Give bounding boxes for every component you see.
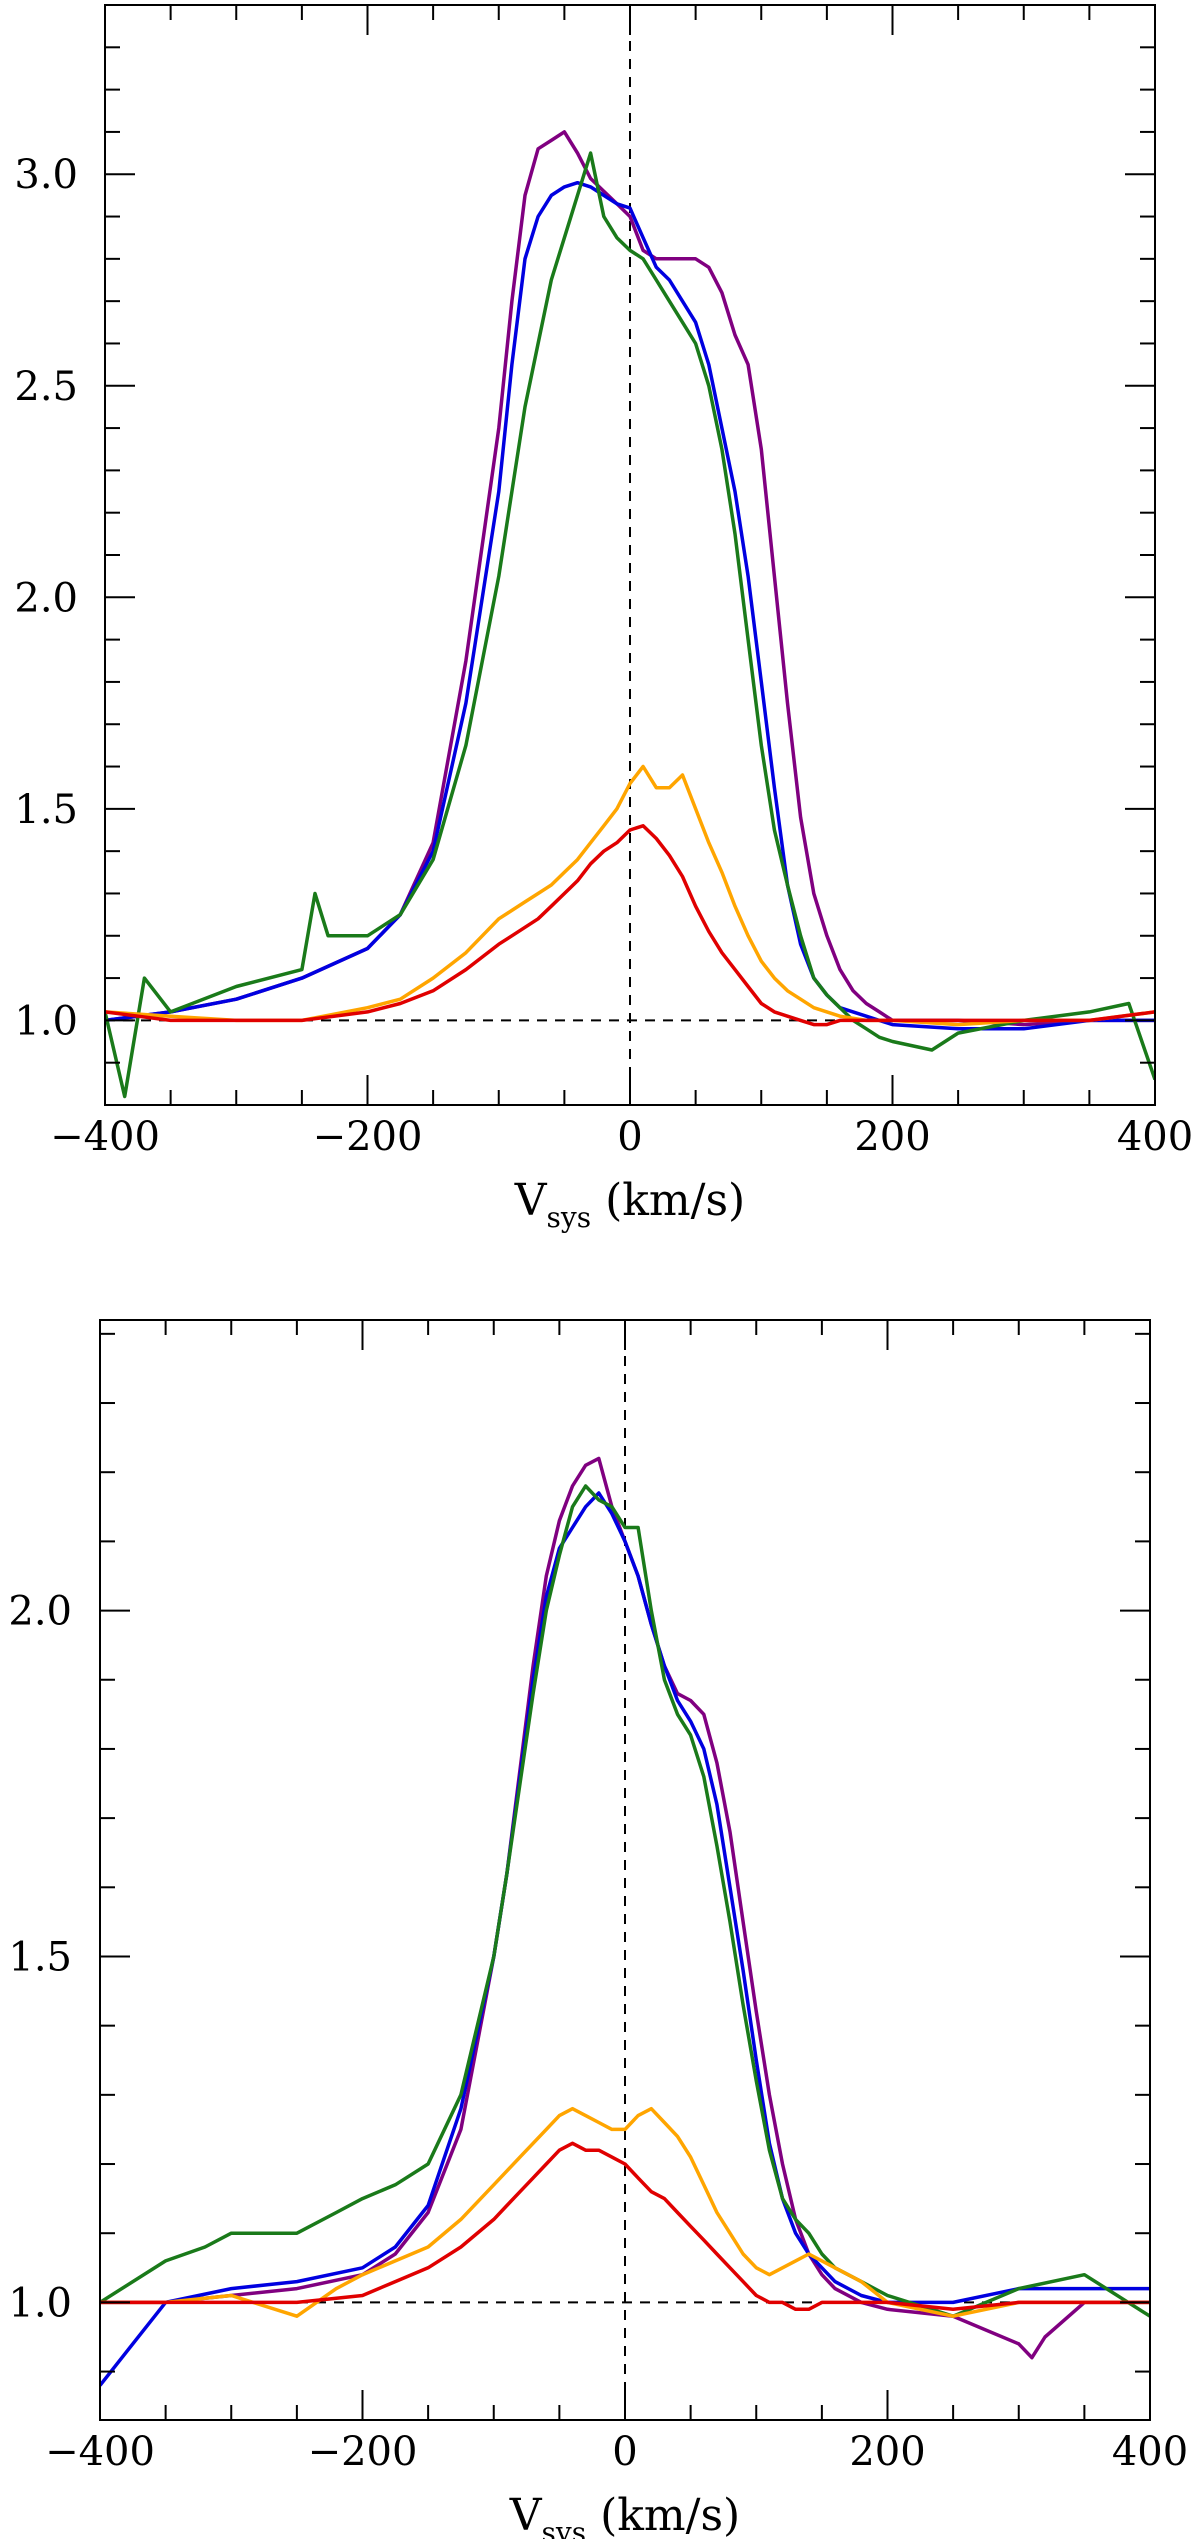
bottom-series-blue: [100, 1491, 1150, 2387]
top-y-tick-label: 1.0: [14, 998, 78, 1044]
bottom-panel: −400 −200 0 200 400 1.0 1.5 2.0 Vsys (km/s): [8, 1319, 1188, 2539]
bottom-series-red: [100, 2141, 1150, 2312]
top-x-tick-label: −200: [313, 1114, 423, 1160]
top-x-axis-title: Vsys (km/s): [514, 1175, 745, 1234]
bottom-x-axis-title: Vsys (km/s): [509, 2490, 740, 2539]
top-y-tick-label: 2.5: [14, 364, 78, 410]
top-series-red: [105, 824, 1155, 1027]
top-y-tick-label: 1.5: [14, 787, 78, 833]
bottom-y-tick-label: 1.5: [8, 1934, 72, 1980]
top-series-orange: [105, 764, 1155, 1027]
bottom-y-tick-label: 2.0: [8, 1589, 72, 1635]
top-series-green: [105, 151, 1155, 1099]
top-series-purple: [105, 130, 1155, 1027]
top-x-tick-label: 0: [617, 1114, 642, 1160]
top-x-tick-label: −400: [50, 1114, 160, 1160]
bottom-series-green: [100, 1484, 1150, 2318]
bottom-x-tick-label: −400: [45, 2429, 155, 2475]
bottom-series-orange: [100, 2106, 1150, 2318]
bottom-x-tick-label: −200: [308, 2429, 418, 2475]
bottom-x-tick-label: 0: [612, 2429, 637, 2475]
bottom-y-tick-label: 1.0: [8, 2280, 72, 2326]
top-series-blue: [105, 180, 1155, 1031]
top-panel: −400 −200 0 200 400 1.0 1.5 2.0 2.5 3.0 Vsys (km/s…: [14, 4, 1193, 1234]
bottom-x-tick-label: 200: [849, 2429, 925, 2475]
top-y-tick-label: 2.0: [14, 575, 78, 621]
top-y-tick-label: 3.0: [14, 152, 78, 198]
bottom-x-tick-label: 400: [1112, 2429, 1188, 2475]
top-x-tick-label: 200: [854, 1114, 930, 1160]
top-x-tick-label: 400: [1117, 1114, 1193, 1160]
